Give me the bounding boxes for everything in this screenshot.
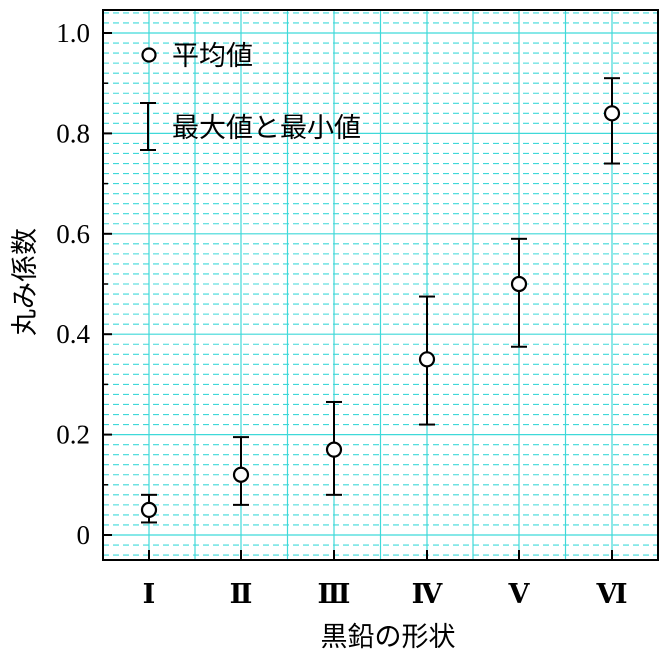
grid <box>103 10 658 560</box>
x-tick-label: Ⅱ <box>230 579 253 609</box>
x-tick-label: Ⅰ <box>143 579 156 609</box>
x-tick-label: Ⅴ <box>508 579 531 609</box>
x-tick-label: Ⅲ <box>318 579 351 609</box>
x-axis-label: 黒鉛の形状 <box>321 622 456 653</box>
legend-range-label: 最大値と最小値 <box>172 113 361 144</box>
x-tick-label: Ⅵ <box>595 579 627 609</box>
x-tick-label: Ⅳ <box>412 579 444 609</box>
y-tick-label: 0.8 <box>56 118 90 148</box>
y-axis-label: 丸み係数 <box>10 228 41 336</box>
y-tick-label: 0.4 <box>56 319 90 349</box>
data-point <box>510 275 528 293</box>
data-point <box>325 441 343 458</box>
legend-marker-icon <box>141 47 157 63</box>
data-point <box>232 466 250 483</box>
y-tick-label: 0.2 <box>56 420 90 450</box>
y-tick-label: 0 <box>77 520 91 550</box>
x-axis-ticks: Ⅰ Ⅱ Ⅲ Ⅳ Ⅴ Ⅵ <box>143 550 628 609</box>
data-point <box>603 105 621 122</box>
y-axis-ticks: 0 0.2 0.4 0.6 0.8 1.0 <box>56 18 112 550</box>
data-point <box>140 501 158 518</box>
data-points <box>140 105 621 518</box>
y-tick-label: 0.6 <box>56 219 90 249</box>
y-tick-label: 1.0 <box>56 18 90 48</box>
plot-frame <box>102 9 659 561</box>
legend: 平均値 最大値と最小値 <box>140 41 361 151</box>
data-point <box>418 351 436 368</box>
legend-mean-label: 平均値 <box>172 41 253 72</box>
